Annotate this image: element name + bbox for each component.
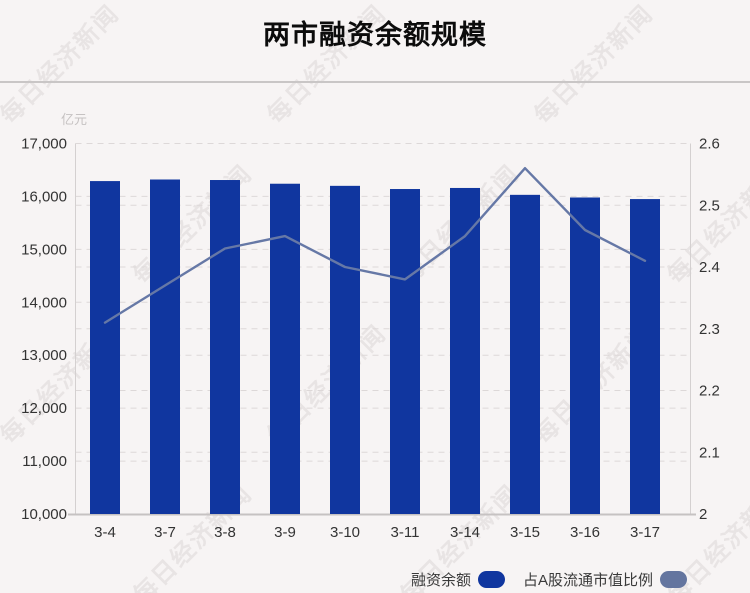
bar-3-10 <box>330 185 360 515</box>
bar-3-16 <box>570 197 600 515</box>
left-axis-tick-label: 10,000 <box>21 506 67 523</box>
right-axis-tick-label: 2 <box>699 506 707 523</box>
bar-3-15 <box>510 194 540 515</box>
bar-3-11 <box>390 189 420 515</box>
x-axis-tick-label: 3-4 <box>94 524 116 541</box>
left-axis-tick-label: 13,000 <box>21 347 67 364</box>
x-axis-tick-label: 3-14 <box>450 524 480 541</box>
chart-title: 两市融资余额规模 <box>263 20 487 50</box>
bar-3-7 <box>150 179 180 514</box>
bar-3-9 <box>270 183 300 514</box>
bar-3-8 <box>210 180 240 514</box>
x-axis-tick-label: 3-8 <box>214 524 236 541</box>
unit-label: 亿元 <box>61 112 87 127</box>
left-axis-tick-label: 17,000 <box>21 136 67 153</box>
x-axis-tick-label: 3-10 <box>330 524 360 541</box>
x-axis-tick-label: 3-16 <box>570 524 600 541</box>
legend-label-line-series: 占A股流通市值比例 <box>522 571 653 589</box>
ratio-line <box>103 166 647 324</box>
right-axis-tick-label: 2.6 <box>699 136 720 153</box>
legend-swatch-line-series <box>660 570 687 588</box>
left-axis-tick-label: 12,000 <box>21 400 67 417</box>
right-axis-tick-label: 2.1 <box>699 444 720 461</box>
x-axis-tick-label: 3-11 <box>391 524 420 541</box>
x-axis-tick-label: 3-7 <box>154 524 176 541</box>
bar-3-17 <box>630 199 660 514</box>
right-axis-tick-label: 2.3 <box>699 321 720 338</box>
x-axis-tick-label: 3-9 <box>274 524 296 541</box>
legend-swatch-bar-series <box>477 570 505 588</box>
legend-item-bar-series: 融资余额 <box>411 569 505 590</box>
header-divider <box>0 81 750 83</box>
chart-legend: 融资余额 占A股流通市值比例 <box>411 568 687 590</box>
left-axis-tick-label: 14,000 <box>21 294 67 311</box>
bar-3-4 <box>90 181 120 514</box>
legend-item-line-series: 占A股流通市值比例 <box>523 569 687 590</box>
right-axis-tick-label: 2.2 <box>699 383 720 400</box>
right-axis-tick-label: 2.4 <box>699 259 720 276</box>
left-axis-tick-label: 11,000 <box>22 453 67 470</box>
left-axis-tick-label: 16,000 <box>21 188 67 205</box>
right-axis-tick-label: 2.5 <box>699 197 720 214</box>
legend-label-bar-series: 融资余额 <box>410 571 471 589</box>
left-axis-tick-label: 15,000 <box>21 241 67 258</box>
x-axis-tick-label: 3-15 <box>510 524 540 541</box>
x-axis-tick-label: 3-17 <box>630 524 660 541</box>
